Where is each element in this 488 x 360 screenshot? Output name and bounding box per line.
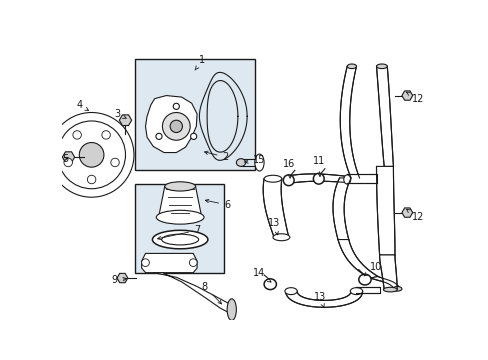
Polygon shape	[263, 179, 288, 237]
Polygon shape	[346, 174, 376, 183]
Polygon shape	[379, 255, 396, 289]
Ellipse shape	[349, 288, 362, 294]
Circle shape	[73, 131, 81, 139]
Polygon shape	[119, 115, 131, 126]
Text: 9: 9	[111, 275, 126, 285]
Circle shape	[189, 259, 197, 266]
Polygon shape	[340, 66, 359, 178]
Ellipse shape	[264, 175, 281, 182]
Text: 11: 11	[312, 156, 324, 176]
Ellipse shape	[283, 175, 293, 186]
Text: 1: 1	[195, 55, 205, 70]
Polygon shape	[376, 166, 394, 255]
Polygon shape	[289, 174, 346, 183]
Text: 16: 16	[283, 159, 295, 178]
Polygon shape	[332, 178, 350, 239]
FancyBboxPatch shape	[135, 59, 254, 170]
Text: 12: 12	[406, 92, 424, 104]
Circle shape	[162, 112, 190, 140]
Polygon shape	[158, 186, 202, 217]
Polygon shape	[117, 273, 127, 283]
Circle shape	[170, 120, 182, 132]
Text: 7: 7	[157, 225, 200, 240]
Polygon shape	[401, 91, 412, 100]
Text: 13: 13	[313, 292, 326, 308]
Polygon shape	[285, 291, 362, 307]
Text: 5: 5	[62, 154, 68, 164]
Text: 14: 14	[252, 267, 270, 282]
Text: 12: 12	[406, 209, 424, 222]
Ellipse shape	[254, 154, 264, 171]
Ellipse shape	[343, 175, 350, 184]
Text: 10: 10	[364, 261, 382, 276]
Circle shape	[64, 158, 72, 167]
Ellipse shape	[358, 274, 370, 285]
Ellipse shape	[285, 288, 297, 294]
Circle shape	[58, 121, 125, 189]
Ellipse shape	[162, 234, 198, 245]
Text: 2: 2	[204, 151, 228, 162]
Circle shape	[102, 131, 110, 139]
Polygon shape	[153, 273, 231, 314]
Polygon shape	[62, 152, 75, 162]
Text: 8: 8	[202, 282, 221, 304]
Polygon shape	[401, 208, 412, 217]
Text: 15: 15	[244, 155, 265, 165]
Polygon shape	[376, 66, 393, 166]
Circle shape	[87, 175, 96, 184]
Ellipse shape	[236, 159, 245, 166]
Circle shape	[111, 158, 119, 167]
Ellipse shape	[156, 210, 203, 224]
FancyBboxPatch shape	[135, 184, 224, 273]
Ellipse shape	[392, 287, 401, 291]
Circle shape	[49, 112, 134, 197]
Text: 6: 6	[205, 199, 230, 210]
Polygon shape	[337, 239, 377, 278]
Ellipse shape	[383, 287, 396, 292]
Text: 3: 3	[114, 109, 126, 119]
Ellipse shape	[313, 173, 324, 184]
Ellipse shape	[264, 279, 276, 289]
Circle shape	[173, 103, 179, 109]
Circle shape	[142, 259, 149, 266]
Ellipse shape	[272, 234, 289, 241]
Ellipse shape	[346, 64, 356, 69]
Text: 4: 4	[76, 100, 88, 111]
Polygon shape	[145, 95, 197, 153]
Ellipse shape	[226, 299, 236, 320]
Ellipse shape	[376, 64, 386, 69]
Circle shape	[156, 133, 162, 139]
Ellipse shape	[152, 230, 207, 249]
Polygon shape	[369, 276, 399, 289]
Ellipse shape	[164, 182, 195, 191]
Polygon shape	[142, 253, 197, 273]
Polygon shape	[356, 287, 379, 293]
Text: 13: 13	[267, 217, 280, 235]
Circle shape	[190, 133, 196, 139]
Circle shape	[79, 143, 104, 167]
